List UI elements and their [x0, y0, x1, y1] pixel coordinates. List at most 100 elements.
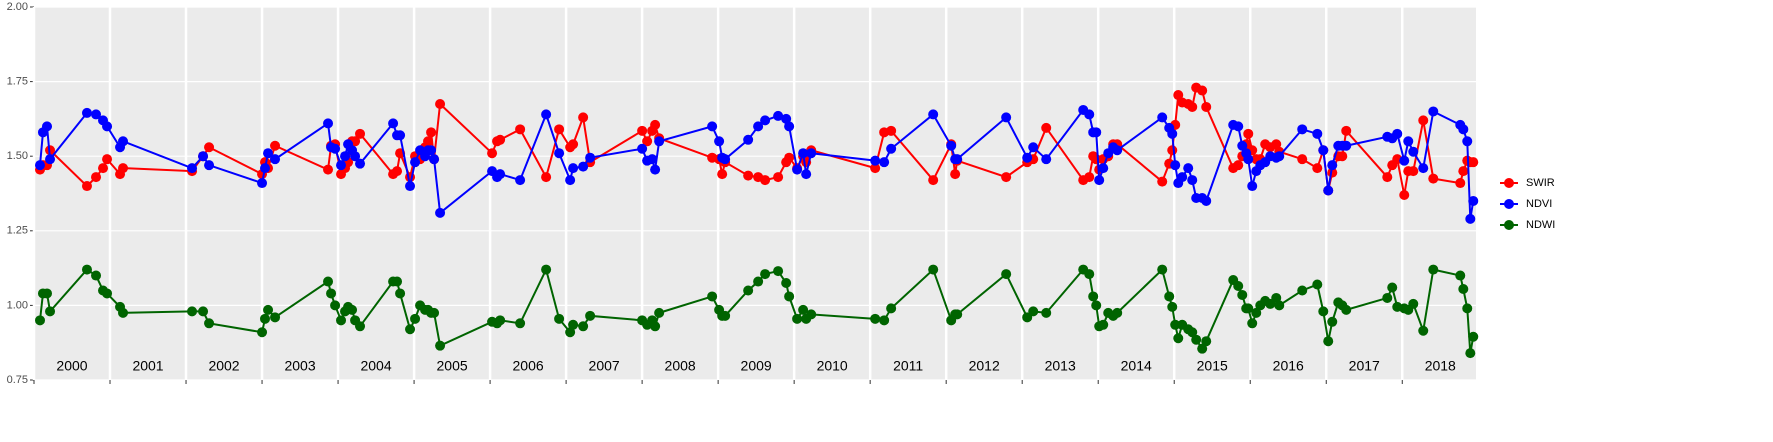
data-point [336, 160, 347, 171]
data-point [743, 170, 754, 181]
data-point [187, 306, 198, 317]
data-point [405, 181, 416, 192]
data-point [336, 315, 347, 326]
data-point [952, 154, 963, 165]
data-point [1112, 307, 1123, 318]
data-point [487, 148, 498, 159]
data-point [1327, 160, 1338, 171]
data-point [773, 172, 784, 183]
data-point [870, 163, 881, 174]
legend-label: NDVI [1526, 198, 1552, 210]
x-tick-label: 2000 [56, 358, 87, 374]
data-point [1157, 176, 1168, 187]
data-point [1408, 146, 1419, 157]
data-point [541, 109, 552, 120]
data-point [1233, 121, 1244, 132]
data-point [1462, 303, 1473, 314]
data-point [565, 175, 576, 186]
data-point [1233, 160, 1244, 171]
data-point [1403, 136, 1414, 147]
data-point [879, 157, 890, 168]
data-point [1237, 140, 1248, 151]
data-point [806, 309, 817, 320]
data-point [392, 166, 403, 177]
data-point [1243, 303, 1254, 314]
data-point [495, 169, 506, 180]
x-tick-label: 2005 [437, 358, 468, 374]
data-point [870, 155, 881, 166]
data-point [1341, 304, 1352, 315]
data-point [650, 321, 661, 332]
data-point [1458, 124, 1469, 135]
panel [34, 7, 1476, 380]
data-point [743, 134, 754, 145]
data-point [1458, 166, 1469, 177]
data-point [1468, 195, 1479, 206]
data-point [792, 313, 803, 324]
data-point [1297, 154, 1308, 165]
data-point [1028, 142, 1039, 153]
data-point [1091, 300, 1102, 311]
data-point [720, 310, 731, 321]
data-point [650, 164, 661, 175]
data-point [495, 315, 506, 326]
data-point [743, 285, 754, 296]
x-tick-label: 2002 [208, 358, 239, 374]
data-point [355, 158, 366, 169]
data-point [45, 154, 56, 165]
data-point [1465, 213, 1476, 224]
data-point [1323, 336, 1334, 347]
data-point [1001, 172, 1012, 183]
data-point [1274, 151, 1285, 162]
data-point [426, 127, 437, 138]
data-point [1028, 306, 1039, 317]
data-point [1462, 136, 1473, 147]
data-point [760, 175, 771, 186]
data-point [541, 264, 552, 275]
data-point [515, 175, 526, 186]
data-point [784, 152, 795, 163]
data-point [1312, 163, 1323, 174]
data-point [717, 169, 728, 180]
x-tick-label: 2016 [1273, 358, 1304, 374]
data-point [1084, 269, 1095, 280]
data-point [886, 303, 897, 314]
data-point [260, 163, 271, 174]
data-point [1428, 106, 1439, 117]
data-point [1157, 112, 1168, 123]
data-point [928, 264, 939, 275]
data-point [1001, 112, 1012, 123]
data-point [886, 125, 897, 136]
data-point [118, 136, 129, 147]
data-point [429, 154, 440, 165]
data-point [1233, 281, 1244, 292]
data-point [1318, 145, 1329, 156]
data-point [541, 172, 552, 183]
data-point [654, 136, 665, 147]
data-point [654, 307, 665, 318]
data-point [637, 125, 648, 136]
data-point [1418, 325, 1429, 336]
data-point [1392, 128, 1403, 139]
data-point [714, 136, 725, 147]
legend-key [1504, 199, 1514, 209]
data-point [792, 164, 803, 175]
data-point [1201, 195, 1212, 206]
x-tick-label: 2013 [1045, 358, 1076, 374]
data-point [1418, 115, 1429, 126]
y-tick-label: 1.25 [7, 225, 28, 237]
data-point [91, 172, 102, 183]
y-tick-label: 0.75 [7, 374, 28, 386]
data-point [1041, 154, 1052, 165]
data-point [707, 121, 718, 132]
data-point [1112, 145, 1123, 156]
x-tick-label: 2007 [589, 358, 620, 374]
data-point [1455, 270, 1466, 281]
data-point [760, 269, 771, 280]
data-point [1408, 298, 1419, 309]
data-point [323, 276, 334, 287]
data-point [41, 121, 52, 132]
data-point [323, 164, 334, 175]
data-point [1318, 306, 1329, 317]
